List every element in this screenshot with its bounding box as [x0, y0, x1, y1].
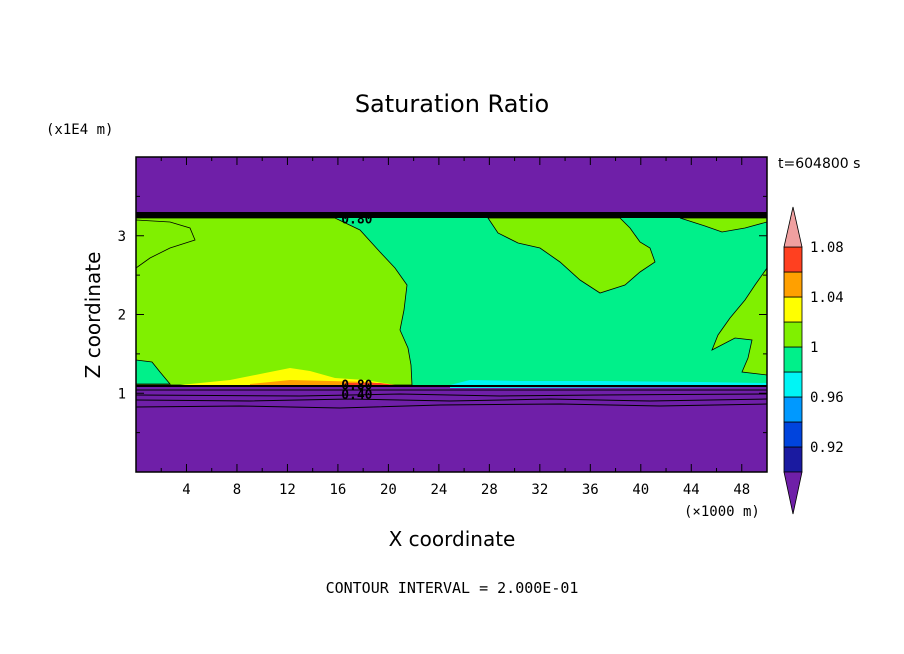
- y-unit-label: (x1E4 m): [46, 122, 113, 138]
- colorbar-bin: [783, 271, 803, 298]
- colorbar-bin: [783, 321, 803, 348]
- colorbar-label: 1.04: [810, 290, 844, 306]
- contour-interval-note: CONTOUR INTERVAL = 2.000E-01: [326, 579, 579, 597]
- contour-line: [136, 398, 767, 402]
- x-tick-label: 20: [380, 482, 397, 498]
- x-tick-label: 24: [430, 482, 447, 498]
- colorbar-bin: [783, 371, 803, 398]
- left-low-pocket: [136, 359, 171, 385]
- upper-contour-band: [136, 212, 767, 218]
- y-tick-label: 2: [118, 308, 126, 324]
- contour-label: 0.80: [341, 379, 372, 394]
- x-axis-label: X coordinate: [389, 527, 516, 551]
- x-axis: 4 8 12 16 20 24 28 32 36 40 44 48: [160, 157, 750, 498]
- colorbar-label: 0.92: [810, 440, 844, 456]
- time-label: t=604800 s: [778, 156, 860, 172]
- supersaturated-wedge-right: [679, 217, 767, 233]
- colorbar-bin: [783, 296, 803, 323]
- contour-label: 0.80: [341, 212, 372, 227]
- x-tick-label: 40: [632, 482, 649, 498]
- colorbar-bin: [783, 346, 803, 373]
- x-tick-label: 44: [683, 482, 700, 498]
- left-pocket: [136, 219, 196, 269]
- contour-line: [136, 393, 767, 397]
- x-unit-label: (×1000 m): [684, 504, 760, 520]
- colorbar-label: 1: [810, 340, 818, 356]
- x-tick-label: 28: [481, 482, 498, 498]
- x-tick-label: 8: [233, 482, 241, 498]
- colorbar-label: 1.08: [810, 240, 844, 256]
- x-tick-label: 12: [279, 482, 296, 498]
- colorbar-label: 0.96: [810, 390, 844, 406]
- contour-labels: 0.800.800.40: [341, 212, 372, 403]
- colorbar-bottom-arrow: [783, 471, 803, 515]
- colorbar: 1.08 1.04 1 0.96 0.92: [783, 206, 844, 515]
- supersaturated-tongue-right: [711, 267, 767, 376]
- y-axis-label: Z coordinate: [81, 252, 105, 379]
- supersaturated-blob-top: [487, 217, 656, 294]
- colorbar-bin: [783, 446, 803, 473]
- colorbar-bin: [783, 246, 803, 273]
- contour-label: 0.40: [341, 388, 372, 403]
- contour-line: [136, 403, 767, 409]
- contour-field: [136, 157, 767, 472]
- colorbar-top-arrow: [783, 206, 803, 248]
- y-axis: 1 2 3: [118, 195, 767, 434]
- y-tick-label: 1: [118, 386, 126, 402]
- colorbar-bin: [783, 396, 803, 423]
- x-tick-label: 16: [329, 482, 346, 498]
- x-tick-label: 32: [531, 482, 548, 498]
- x-tick-label: 36: [582, 482, 599, 498]
- x-tick-label: 48: [733, 482, 750, 498]
- x-tick-label: 4: [182, 482, 190, 498]
- y-tick-label: 3: [118, 229, 126, 245]
- chart-title: Saturation Ratio: [355, 90, 549, 118]
- colorbar-bin: [783, 421, 803, 448]
